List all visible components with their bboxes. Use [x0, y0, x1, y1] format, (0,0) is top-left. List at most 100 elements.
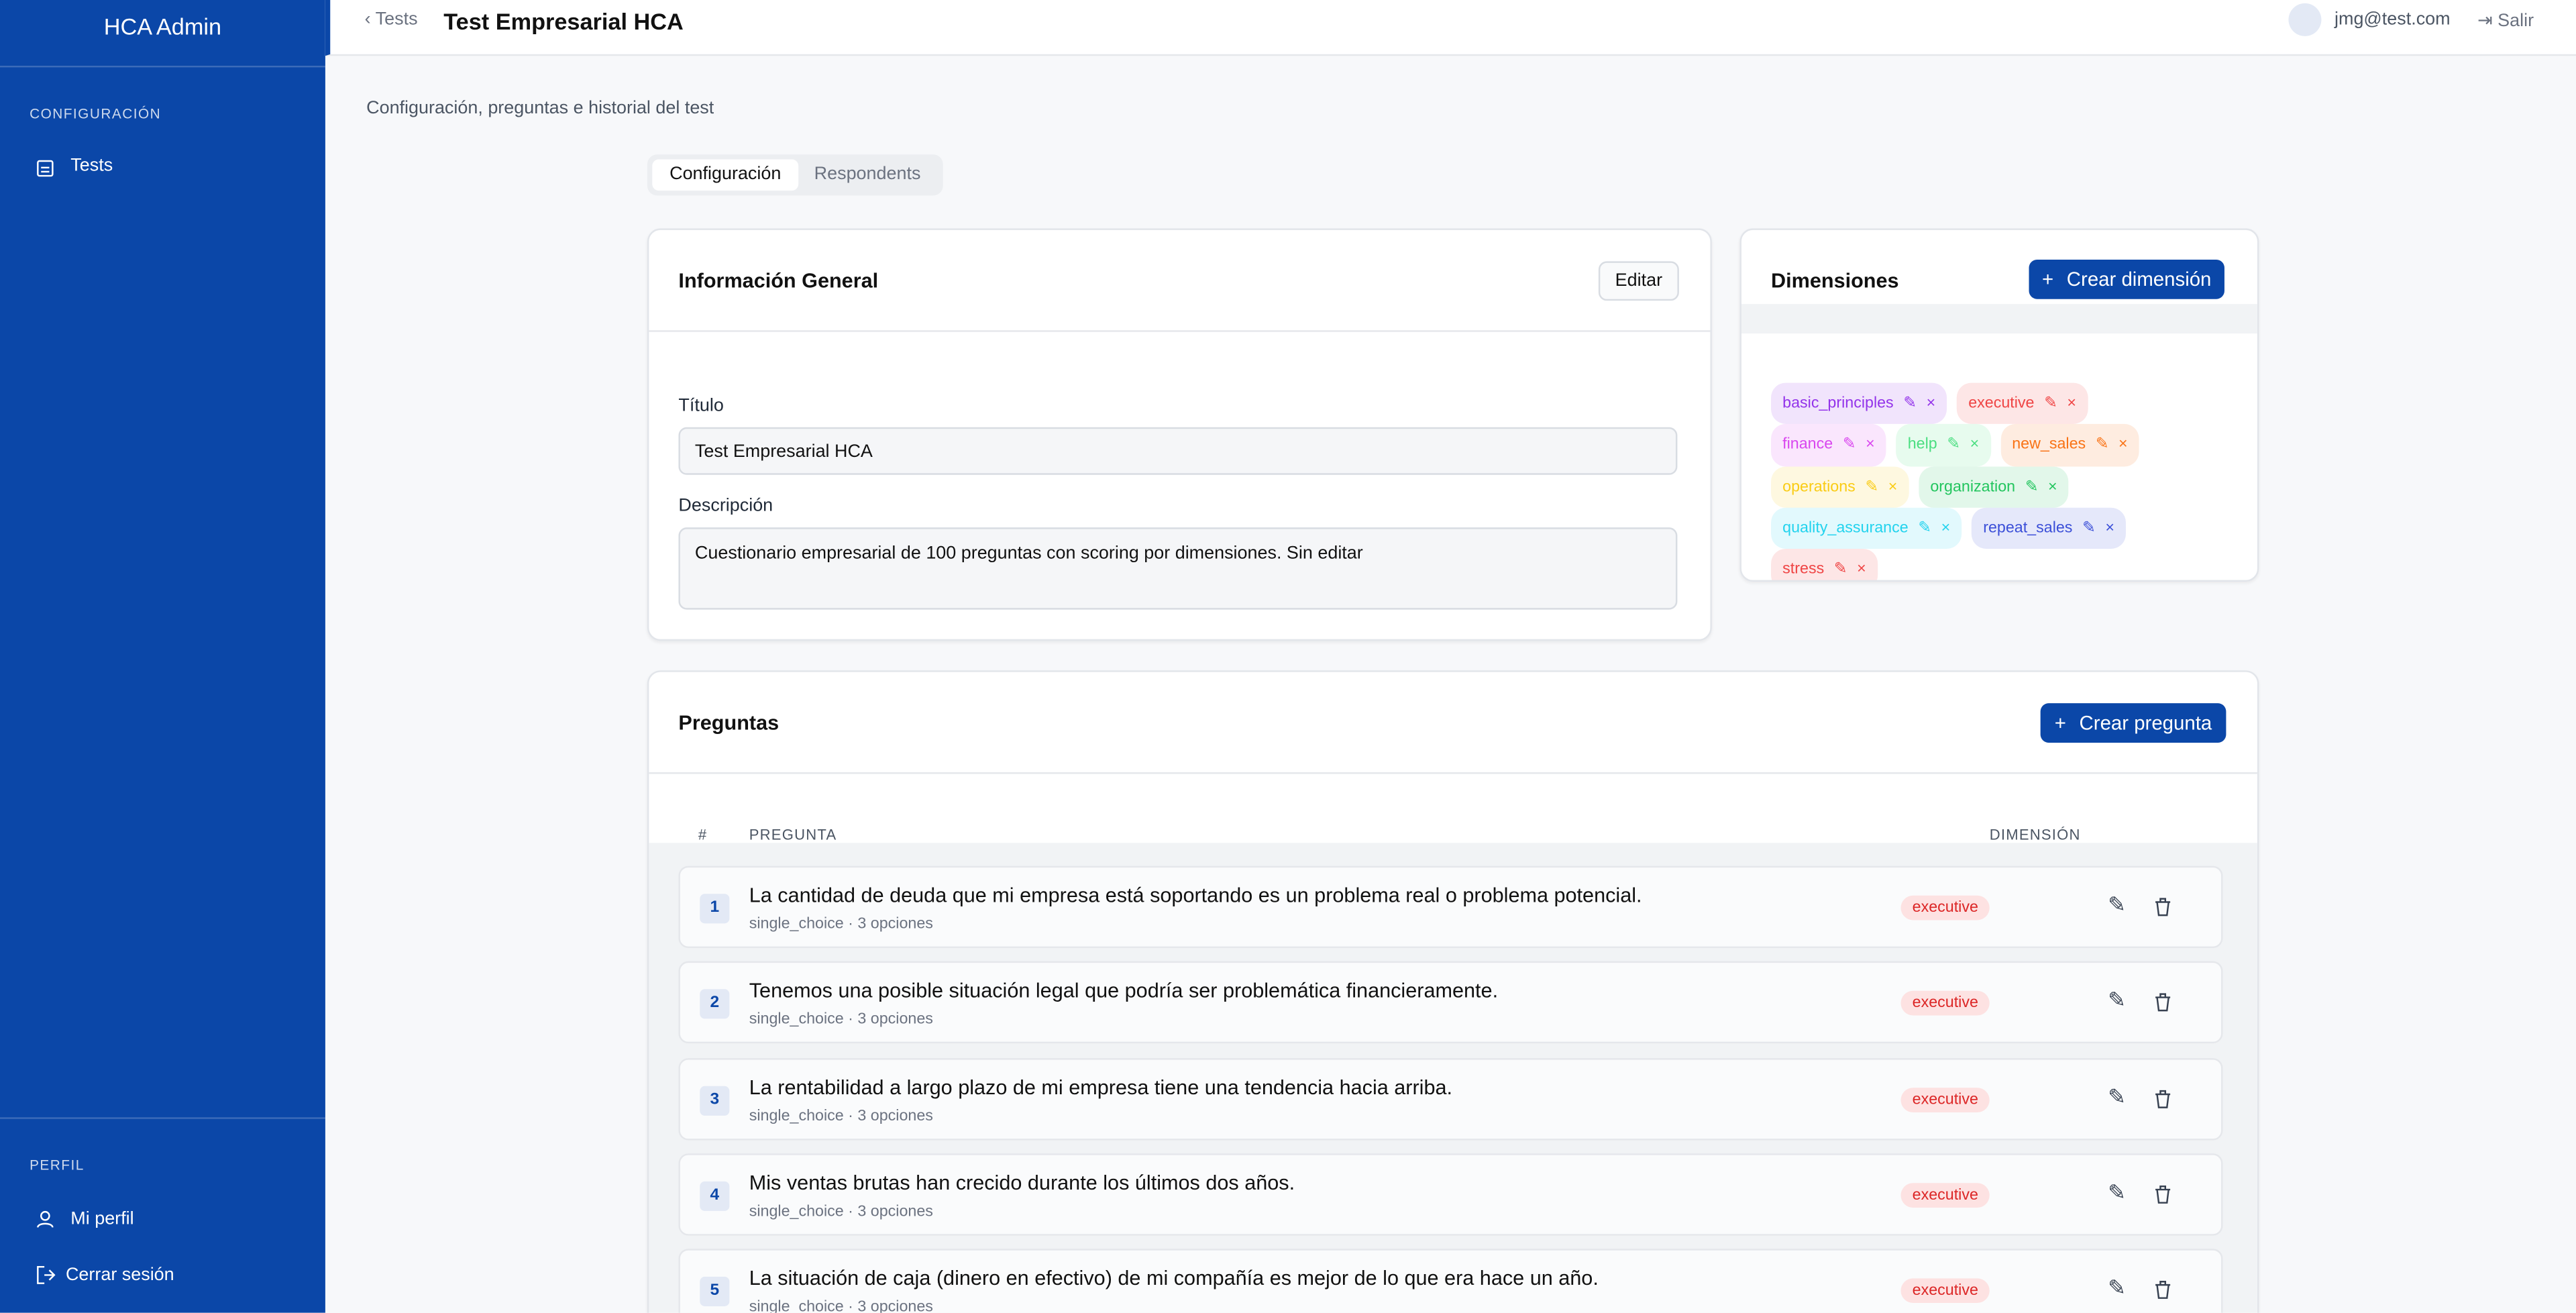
divider — [0, 65, 325, 68]
dimension-chip: operations ✎ × — [1771, 466, 1909, 508]
chip-label: help — [1907, 435, 1937, 454]
trash-icon[interactable] — [2154, 993, 2172, 1012]
delete-icon[interactable]: × — [2048, 477, 2057, 496]
sidebar: HCA Admin CONFIGURACIÓN Tests PERFIL Mi … — [0, 0, 325, 1313]
edit-button[interactable]: ✎ — [2108, 892, 2126, 917]
card-title: Preguntas — [678, 711, 780, 735]
subtitle: Configuración, preguntas e historial del… — [366, 98, 714, 119]
edit-button[interactable]: ✎ — [2108, 988, 2126, 1013]
dimensions-card: Dimensiones + Crear dimensión basic_princ… — [1739, 228, 2259, 582]
delete-button[interactable] — [2154, 1279, 2172, 1308]
dimension-chip: finance ✎ × — [1771, 424, 1886, 466]
question-meta: single_choice · 3 opciones — [749, 1298, 933, 1313]
question-text: Tenemos una posible situación legal que … — [749, 980, 1499, 1003]
edit-icon[interactable]: ✎ — [1918, 519, 1931, 537]
band — [1741, 304, 2257, 334]
edit-button[interactable]: ✎ — [2108, 1084, 2126, 1109]
edit-icon[interactable]: ✎ — [1947, 435, 1960, 454]
dimension-chip: repeat_sales ✎ × — [1972, 507, 2127, 549]
col-header: # — [698, 826, 708, 843]
chip-label: quality_assurance — [1782, 519, 1909, 537]
chip-label: stress — [1782, 560, 1825, 579]
profile-link[interactable]: Mi perfil — [70, 1209, 134, 1229]
delete-icon[interactable]: × — [1941, 519, 1951, 537]
back-link[interactable]: ‹ Tests — [364, 9, 418, 30]
chip-label: executive — [1968, 394, 2035, 413]
logout-text[interactable]: Salir — [2498, 11, 2534, 32]
description-input[interactable]: Cuestionario empresarial de 100 pregunta… — [678, 527, 1678, 610]
delete-icon[interactable]: × — [2105, 519, 2114, 537]
edit-button[interactable]: ✎ — [2108, 1275, 2126, 1300]
dimension-chip: new_sales ✎ × — [2000, 424, 2139, 466]
delete-icon[interactable]: × — [1888, 477, 1898, 496]
dimension-chip: executive — [1900, 895, 1990, 921]
user-email: jmg@test.com — [2334, 9, 2451, 30]
title-input[interactable]: Test Empresarial HCA — [678, 427, 1678, 475]
edit-button[interactable]: ✎ — [2108, 1179, 2126, 1204]
trash-icon[interactable] — [2154, 897, 2172, 916]
brand: HCA Admin — [103, 13, 222, 40]
question-row: 3 La rentabilidad a largo plazo de mi emp… — [678, 1057, 2223, 1140]
edit-icon[interactable]: ✎ — [2025, 477, 2039, 496]
delete-icon[interactable]: × — [1857, 560, 1866, 579]
question-number: 1 — [700, 894, 730, 924]
delete-icon[interactable]: × — [1970, 435, 1980, 454]
dimension-chip: stress ✎ × — [1771, 549, 1878, 580]
question-text: La cantidad de deuda que mi empresa está… — [749, 884, 1642, 907]
delete-button[interactable] — [2154, 896, 2172, 925]
question-row: 2 Tenemos una posible situación legal que… — [678, 961, 2223, 1044]
edit-icon[interactable]: ✎ — [1865, 477, 1879, 496]
question-number: 3 — [700, 1085, 730, 1115]
card-title: Dimensiones — [1771, 269, 1899, 293]
divider — [649, 330, 1711, 332]
dimension-chip: executive — [1900, 1087, 1990, 1112]
section-label: CONFIGURACIÓN — [30, 105, 162, 122]
question-row: 1 La cantidad de deuda que mi empresa est… — [678, 865, 2223, 949]
edit-icon[interactable]: ✎ — [2082, 519, 2096, 537]
general-card: Información General Editar Título Test E… — [647, 228, 1712, 641]
question-text: La rentabilidad a largo plazo de mi empr… — [749, 1075, 1453, 1099]
trash-icon[interactable] — [2154, 1089, 2172, 1108]
nav-item[interactable]: Tests — [70, 156, 113, 176]
dimension-chip: organization ✎ × — [1919, 466, 2069, 508]
tabs: Configuración Respondents — [647, 154, 943, 196]
card-title: Información General — [678, 269, 879, 293]
icon — [37, 1265, 56, 1284]
trash-icon[interactable] — [2154, 1184, 2172, 1204]
create-question[interactable]: + Crear pregunta — [2040, 703, 2226, 743]
create-dimension[interactable]: + Crear dimensión — [2029, 259, 2224, 299]
trash-icon[interactable] — [2154, 1280, 2172, 1300]
question-meta: single_choice · 3 opciones — [749, 1202, 933, 1221]
edit-icon[interactable]: ✎ — [2044, 394, 2057, 413]
tab-active[interactable]: Configuración — [652, 159, 799, 191]
profile-link[interactable]: Cerrar sesión — [65, 1265, 174, 1285]
back-text[interactable]: Tests — [375, 9, 418, 30]
delete-icon[interactable]: × — [1866, 435, 1875, 454]
logout[interactable]: ⇥ Salir — [2477, 11, 2534, 32]
field-label: Descripción — [678, 496, 773, 516]
topbar: ‹ Tests Test Empresarial HCA jmg@test.co… — [325, 0, 2576, 56]
chip-label: finance — [1782, 435, 1833, 454]
delete-button[interactable] — [2154, 1183, 2172, 1212]
dimension-list: basic_principles ✎ × executive ✎ × finance ✎ × he… — [1771, 382, 2231, 580]
field-label: Título — [678, 396, 724, 416]
button-text[interactable]: Crear dimensión — [2066, 268, 2212, 291]
edit-icon[interactable]: ✎ — [1903, 394, 1917, 413]
edit-icon[interactable]: ✎ — [2095, 435, 2109, 454]
button-text[interactable]: Crear pregunta — [2079, 711, 2212, 735]
edit-icon[interactable]: ✎ — [1842, 435, 1856, 454]
tab[interactable]: Respondents — [814, 164, 921, 185]
edit-button[interactable]: Editar — [1598, 261, 1679, 301]
delete-icon[interactable]: × — [2118, 435, 2128, 454]
edit-icon[interactable]: ✎ — [1833, 560, 1847, 579]
delete-icon[interactable]: × — [2067, 394, 2077, 413]
delete-button[interactable] — [2154, 991, 2172, 1020]
delete-icon[interactable]: × — [1926, 394, 1936, 413]
chip-label: repeat_sales — [1983, 519, 2073, 537]
question-meta: single_choice · 3 opciones — [749, 1106, 933, 1125]
question-row: 4 Mis ventas brutas han crecido durante l… — [678, 1153, 2223, 1236]
dimension-chip: help ✎ × — [1896, 424, 1991, 466]
section-label: PERFIL — [30, 1157, 85, 1173]
delete-button[interactable] — [2154, 1087, 2172, 1116]
